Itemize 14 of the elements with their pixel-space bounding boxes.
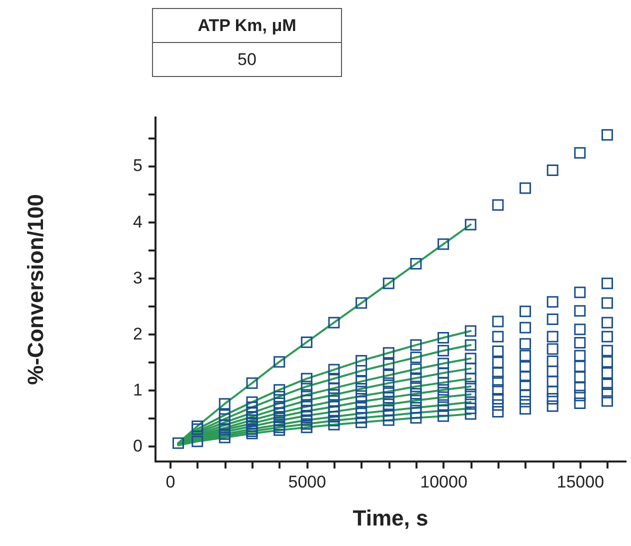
y-tick-label: 5 — [133, 156, 142, 176]
x-tick-label: 10000 — [420, 472, 468, 492]
x-axis-title: Time, s — [352, 506, 428, 530]
x-tick-label: 0 — [166, 472, 176, 492]
y-tick-label: 3 — [133, 268, 142, 288]
y-tick-label: 1 — [133, 380, 142, 400]
x-tick-label: 15000 — [556, 472, 604, 492]
x-tick-label: 5000 — [288, 472, 326, 492]
text: 50 — [152, 42, 342, 76]
y-axis-title: %-Conversion/100 — [23, 194, 48, 385]
y-tick-label: 4 — [133, 212, 142, 232]
y-tick-label: 0 — [133, 436, 142, 456]
text: ATP Km, μM — [152, 8, 342, 42]
y-tick-label: 2 — [133, 324, 142, 344]
